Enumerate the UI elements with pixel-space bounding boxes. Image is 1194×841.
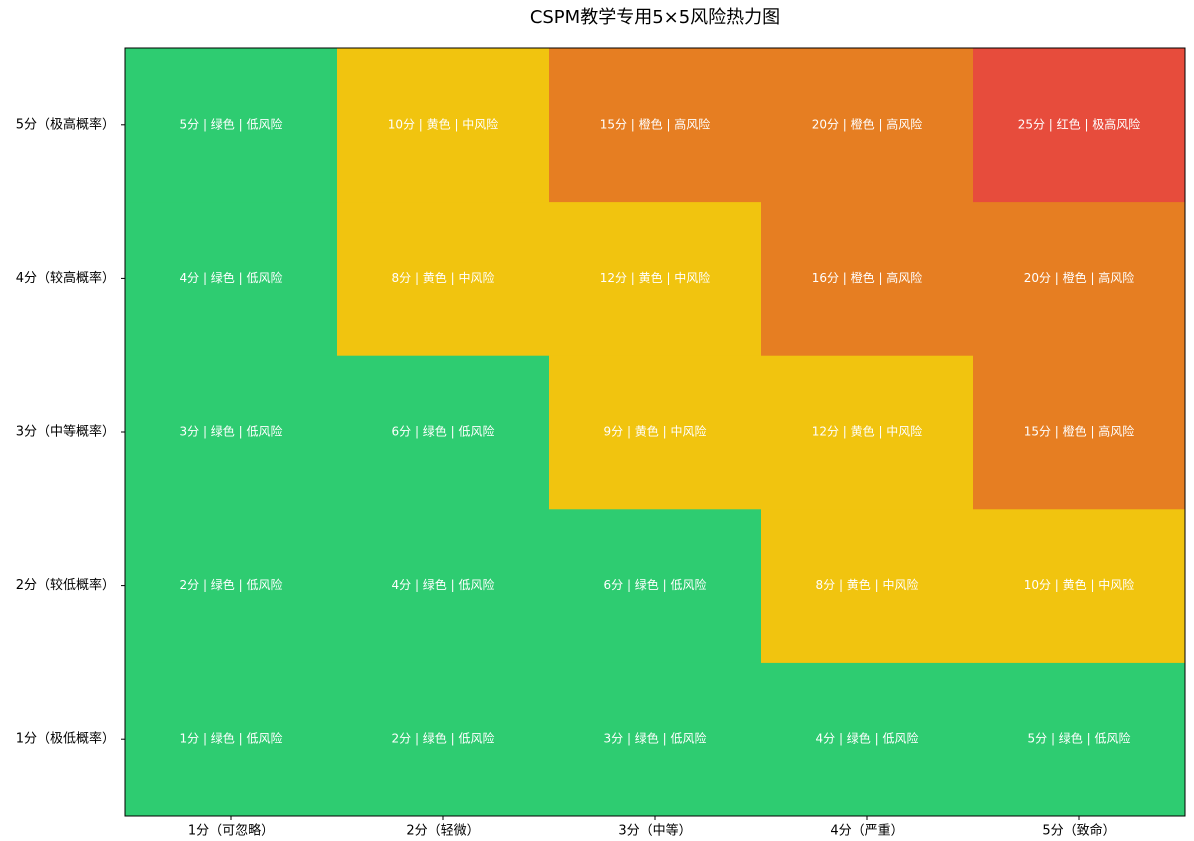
x-tick-label: 2分（轻微）: [406, 824, 479, 839]
heat-cell: [125, 201, 338, 356]
cell-label: 20分 | 橙色 | 高风险: [1024, 270, 1135, 285]
cell-label: 4分 | 绿色 | 低风险: [816, 731, 919, 746]
heat-cell: [761, 662, 974, 817]
y-tick-label: 5分（极高概率）: [16, 116, 115, 132]
cell-label: 20分 | 橙色 | 高风险: [812, 116, 923, 131]
cell-label: 4分 | 绿色 | 低风险: [392, 577, 495, 592]
chart-title: CSPM教学专用5×5风险热力图: [530, 7, 780, 28]
cell-label: 6分 | 绿色 | 低风险: [392, 424, 495, 439]
cell-label: 10分 | 黄色 | 中风险: [1024, 577, 1135, 592]
cell-label: 25分 | 红色 | 极高风险: [1018, 116, 1141, 131]
heat-cell: [549, 48, 762, 203]
cell-label: 8分 | 黄色 | 中风险: [392, 270, 495, 285]
cell-label: 3分 | 绿色 | 低风险: [180, 424, 283, 439]
heat-cell: [549, 355, 762, 510]
x-tick-label: 5分（致命）: [1042, 823, 1115, 839]
cell-label: 8分 | 黄色 | 中风险: [816, 577, 919, 592]
heat-cell: [125, 355, 338, 510]
heat-cell: [549, 662, 762, 817]
cell-label: 16分 | 橙色 | 高风险: [812, 270, 923, 285]
cell-label: 9分 | 黄色 | 中风险: [604, 424, 707, 439]
heat-cell: [337, 48, 550, 203]
cell-label: 12分 | 黄色 | 中风险: [600, 270, 711, 285]
cell-label: 2分 | 绿色 | 低风险: [180, 577, 283, 592]
cell-label: 5分 | 绿色 | 低风险: [1028, 731, 1131, 746]
heat-cell: [761, 508, 974, 663]
y-tick-label: 3分（中等概率）: [16, 424, 115, 440]
cell-label: 5分 | 绿色 | 低风险: [180, 116, 283, 131]
heat-cell: [337, 508, 550, 663]
heat-cell: [973, 508, 1186, 663]
heat-cell: [337, 662, 550, 817]
y-tick-label: 2分（较低概率）: [16, 577, 115, 593]
heat-cell: [549, 508, 762, 663]
heat-cell: [761, 201, 974, 356]
heat-cell: [549, 201, 762, 356]
cell-label: 6分 | 绿色 | 低风险: [604, 577, 707, 592]
heat-cell: [761, 48, 974, 203]
cell-label: 3分 | 绿色 | 低风险: [604, 731, 707, 746]
x-tick-label: 1分（可忽略）: [188, 823, 274, 839]
heat-cell: [973, 355, 1186, 510]
cell-label: 2分 | 绿色 | 低风险: [392, 731, 495, 746]
heat-cell: [337, 355, 550, 510]
heat-cell: [337, 201, 550, 356]
heat-cell: [973, 201, 1186, 356]
cell-label: 10分 | 黄色 | 中风险: [388, 116, 499, 131]
y-tick-label: 1分（极低概率）: [16, 731, 115, 747]
y-tick-label: 4分（较高概率）: [16, 270, 115, 286]
heat-cell: [973, 48, 1186, 203]
heat-cell: [761, 355, 974, 510]
heat-cell: [125, 508, 338, 663]
heat-cell: [125, 662, 338, 817]
cell-label: 15分 | 橙色 | 高风险: [600, 116, 711, 131]
x-tick-label: 4分（严重）: [830, 823, 903, 839]
heat-cell: [125, 48, 338, 203]
cell-label: 15分 | 橙色 | 高风险: [1024, 424, 1135, 439]
heat-cell: [973, 662, 1186, 817]
cell-label: 4分 | 绿色 | 低风险: [180, 270, 283, 285]
cell-label: 12分 | 黄色 | 中风险: [812, 424, 923, 439]
cell-label: 1分 | 绿色 | 低风险: [180, 731, 283, 746]
x-tick-label: 3分（中等）: [618, 823, 691, 839]
